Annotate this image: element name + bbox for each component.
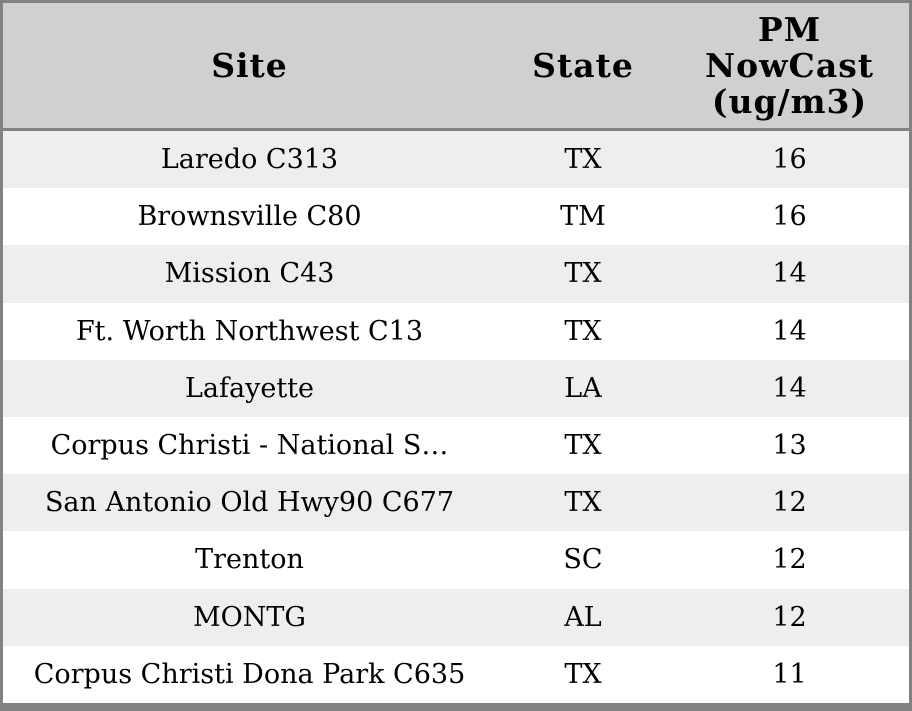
site-cell: Corpus Christi Dona Park C635 [33,658,466,690]
table-row[interactable]: Lafayette LA 14 [3,359,909,417]
table-row[interactable]: Brownsville C80 TM 16 [3,188,909,246]
table-row[interactable]: Ft. Worth Northwest C13 TX 14 [3,302,909,360]
state-cell: TX [564,658,602,690]
state-cell: TX [564,315,602,347]
pm-value-cell: 14 [772,372,807,404]
site-cell: Ft. Worth Northwest C13 [75,315,424,347]
site-cell: Trenton [195,544,304,576]
column-header-site[interactable]: Site [211,45,288,85]
site-cell: MONTG [193,601,306,633]
table-row[interactable]: Corpus Christi - National S… TX 13 [3,416,909,475]
table-row[interactable]: Trenton SC 12 [3,531,909,589]
site-cell: San Antonio Old Hwy90 C677 [44,487,455,519]
pm-value-cell: 13 [772,430,807,462]
state-cell: LA [564,372,602,404]
pm-value-cell: 16 [772,201,807,233]
pm-value-cell: 14 [772,258,807,290]
pm-value-cell: 16 [772,144,807,176]
state-cell: TX [564,430,602,462]
state-cell: AL [564,601,602,633]
state-cell: TX [564,487,602,519]
table-row[interactable]: Mission C43 TX 14 [3,245,909,303]
site-cell: Lafayette [184,372,315,404]
pm-value-cell: 12 [772,487,807,519]
column-header-state[interactable]: State [532,45,634,85]
table-row[interactable]: San Antonio Old Hwy90 C677 TX 12 [3,474,909,532]
pm-value-cell: 11 [772,658,807,690]
pm-value-cell: 12 [772,544,807,576]
state-cell: SC [563,544,603,576]
site-cell: Corpus Christi - National S… [50,430,449,462]
site-cell: Laredo C313 [160,144,339,176]
pm-value-cell: 12 [772,601,807,633]
state-cell: TX [564,258,602,290]
table-row[interactable]: Laredo C313 TX 16 [3,131,909,189]
table-header-row: Site State PM NowCast (ug/m3) [3,3,909,131]
table-row[interactable]: MONTG AL 12 [3,588,909,646]
column-header-pm-nowcast[interactable]: PM NowCast (ug/m3) [704,9,875,121]
table-body: Laredo C313 TX 16 Brownsville C80 TM 16 … [3,131,909,703]
table-row[interactable]: Corpus Christi Dona Park C635 TX 11 [3,645,909,703]
state-cell: TX [564,144,602,176]
state-cell: TM [560,201,606,233]
site-cell: Brownsville C80 [137,201,362,233]
site-cell: Mission C43 [164,258,335,290]
pm-value-cell: 14 [772,315,807,347]
